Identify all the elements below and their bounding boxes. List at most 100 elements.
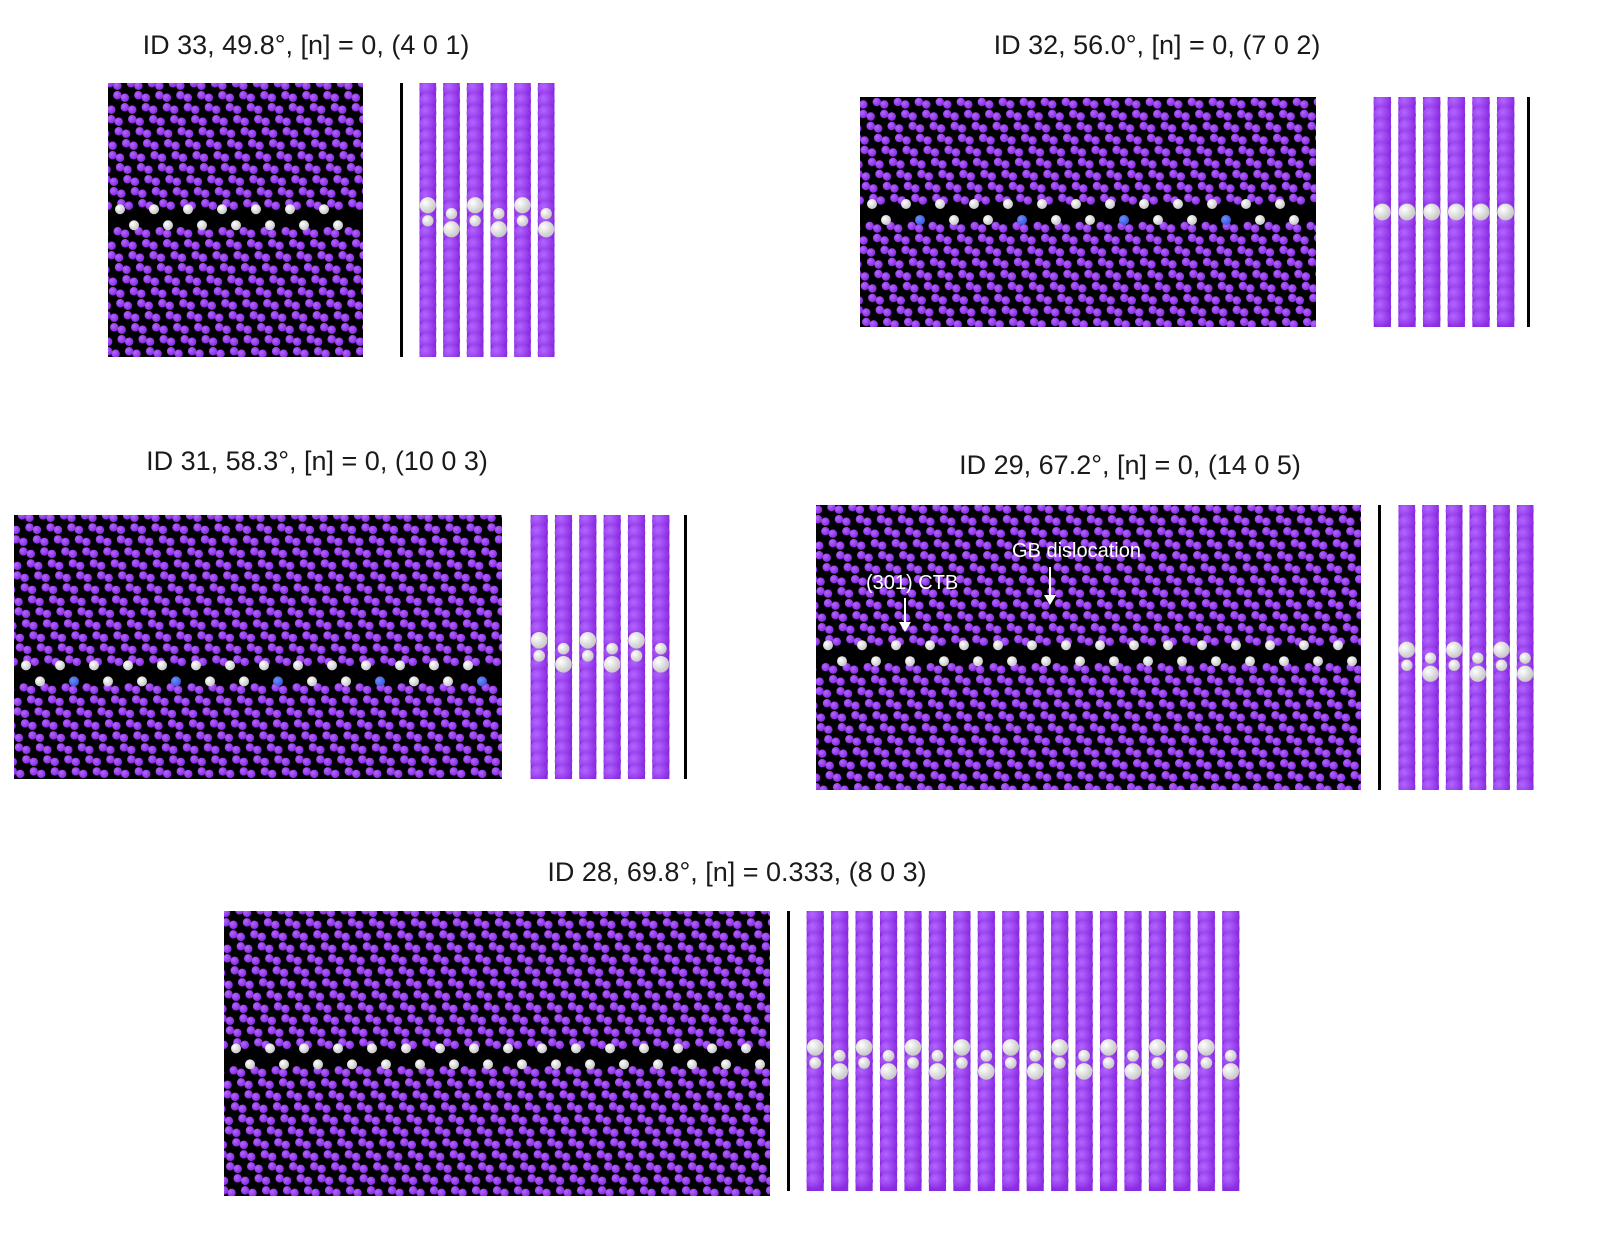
atom (1146, 611, 1155, 620)
atom (1067, 551, 1076, 560)
atom (1190, 305, 1199, 315)
atom (475, 561, 484, 571)
atom (1287, 635, 1296, 644)
atom (505, 1138, 514, 1147)
atom (482, 1092, 492, 1102)
atom (147, 609, 157, 619)
atom (609, 1002, 619, 1011)
atom (1070, 281, 1080, 291)
atom (1125, 737, 1135, 746)
atom (650, 956, 659, 966)
atom (108, 151, 117, 160)
atom (861, 785, 870, 790)
atom (963, 723, 973, 732)
atom (634, 911, 643, 915)
atom (1069, 236, 1078, 245)
boundary-atom (905, 656, 915, 667)
atom (124, 547, 133, 556)
atom (992, 121, 1001, 131)
atom (887, 248, 897, 257)
atom (236, 942, 245, 951)
atom (333, 311, 342, 320)
atom (952, 293, 961, 303)
atom (1070, 272, 1080, 281)
atom (872, 701, 881, 710)
atom (1126, 773, 1136, 782)
atom (89, 559, 99, 568)
atom (401, 655, 410, 664)
atom (92, 757, 102, 767)
atom (231, 619, 241, 628)
atom (298, 523, 307, 532)
atom (1229, 701, 1238, 710)
atom (328, 1080, 337, 1090)
atom (995, 320, 1004, 327)
atom (1043, 160, 1052, 169)
atom (197, 621, 206, 631)
atom (911, 193, 920, 203)
atom (211, 745, 220, 755)
atom (597, 1040, 607, 1050)
atom (376, 920, 385, 930)
atom (986, 759, 995, 768)
atom (957, 124, 967, 133)
atom (1004, 677, 1013, 686)
atom (946, 317, 955, 327)
atom (1359, 516, 1361, 523)
atom (1160, 725, 1169, 734)
atom (232, 1128, 241, 1138)
atom (1069, 109, 1078, 119)
atom (284, 289, 293, 298)
atom (1077, 635, 1086, 644)
atom (221, 289, 230, 298)
atom (878, 551, 887, 560)
atom (665, 990, 674, 999)
atom (247, 129, 257, 138)
atom (1325, 663, 1334, 672)
atom (288, 93, 298, 102)
atom (260, 1014, 269, 1023)
atom (149, 655, 158, 664)
atom (1167, 124, 1177, 133)
atom (1352, 505, 1361, 512)
atom (1260, 172, 1270, 181)
atom (1268, 505, 1277, 512)
atom (116, 289, 125, 298)
atom (864, 563, 873, 572)
atom (334, 347, 344, 356)
atom (350, 743, 360, 752)
atom (245, 607, 254, 616)
atom (1207, 575, 1217, 584)
atom (359, 241, 363, 250)
atom (1281, 181, 1291, 191)
atom (315, 1002, 325, 1011)
atom (1183, 284, 1192, 293)
boundary-atom (1003, 199, 1013, 209)
atom (1332, 539, 1341, 548)
atom (278, 685, 288, 695)
atom (1242, 699, 1252, 708)
atom (860, 100, 868, 109)
atom (1227, 665, 1237, 674)
atom (1148, 305, 1157, 315)
atom (1298, 541, 1307, 550)
atom (860, 109, 868, 119)
atom (983, 677, 992, 686)
atom (187, 337, 197, 346)
atom (999, 133, 1009, 143)
atom (161, 597, 170, 607)
atom (1214, 677, 1223, 686)
atom (1179, 699, 1189, 708)
atom (852, 601, 861, 610)
boundary-atom (959, 640, 969, 651)
atom (1121, 320, 1130, 327)
atom (425, 549, 435, 559)
atom (580, 1080, 589, 1090)
atom (146, 573, 155, 583)
atom (1353, 675, 1361, 684)
atom (1076, 735, 1085, 744)
atom (469, 1104, 478, 1114)
atom (189, 83, 199, 88)
atom (1258, 623, 1268, 632)
atom (251, 583, 260, 592)
